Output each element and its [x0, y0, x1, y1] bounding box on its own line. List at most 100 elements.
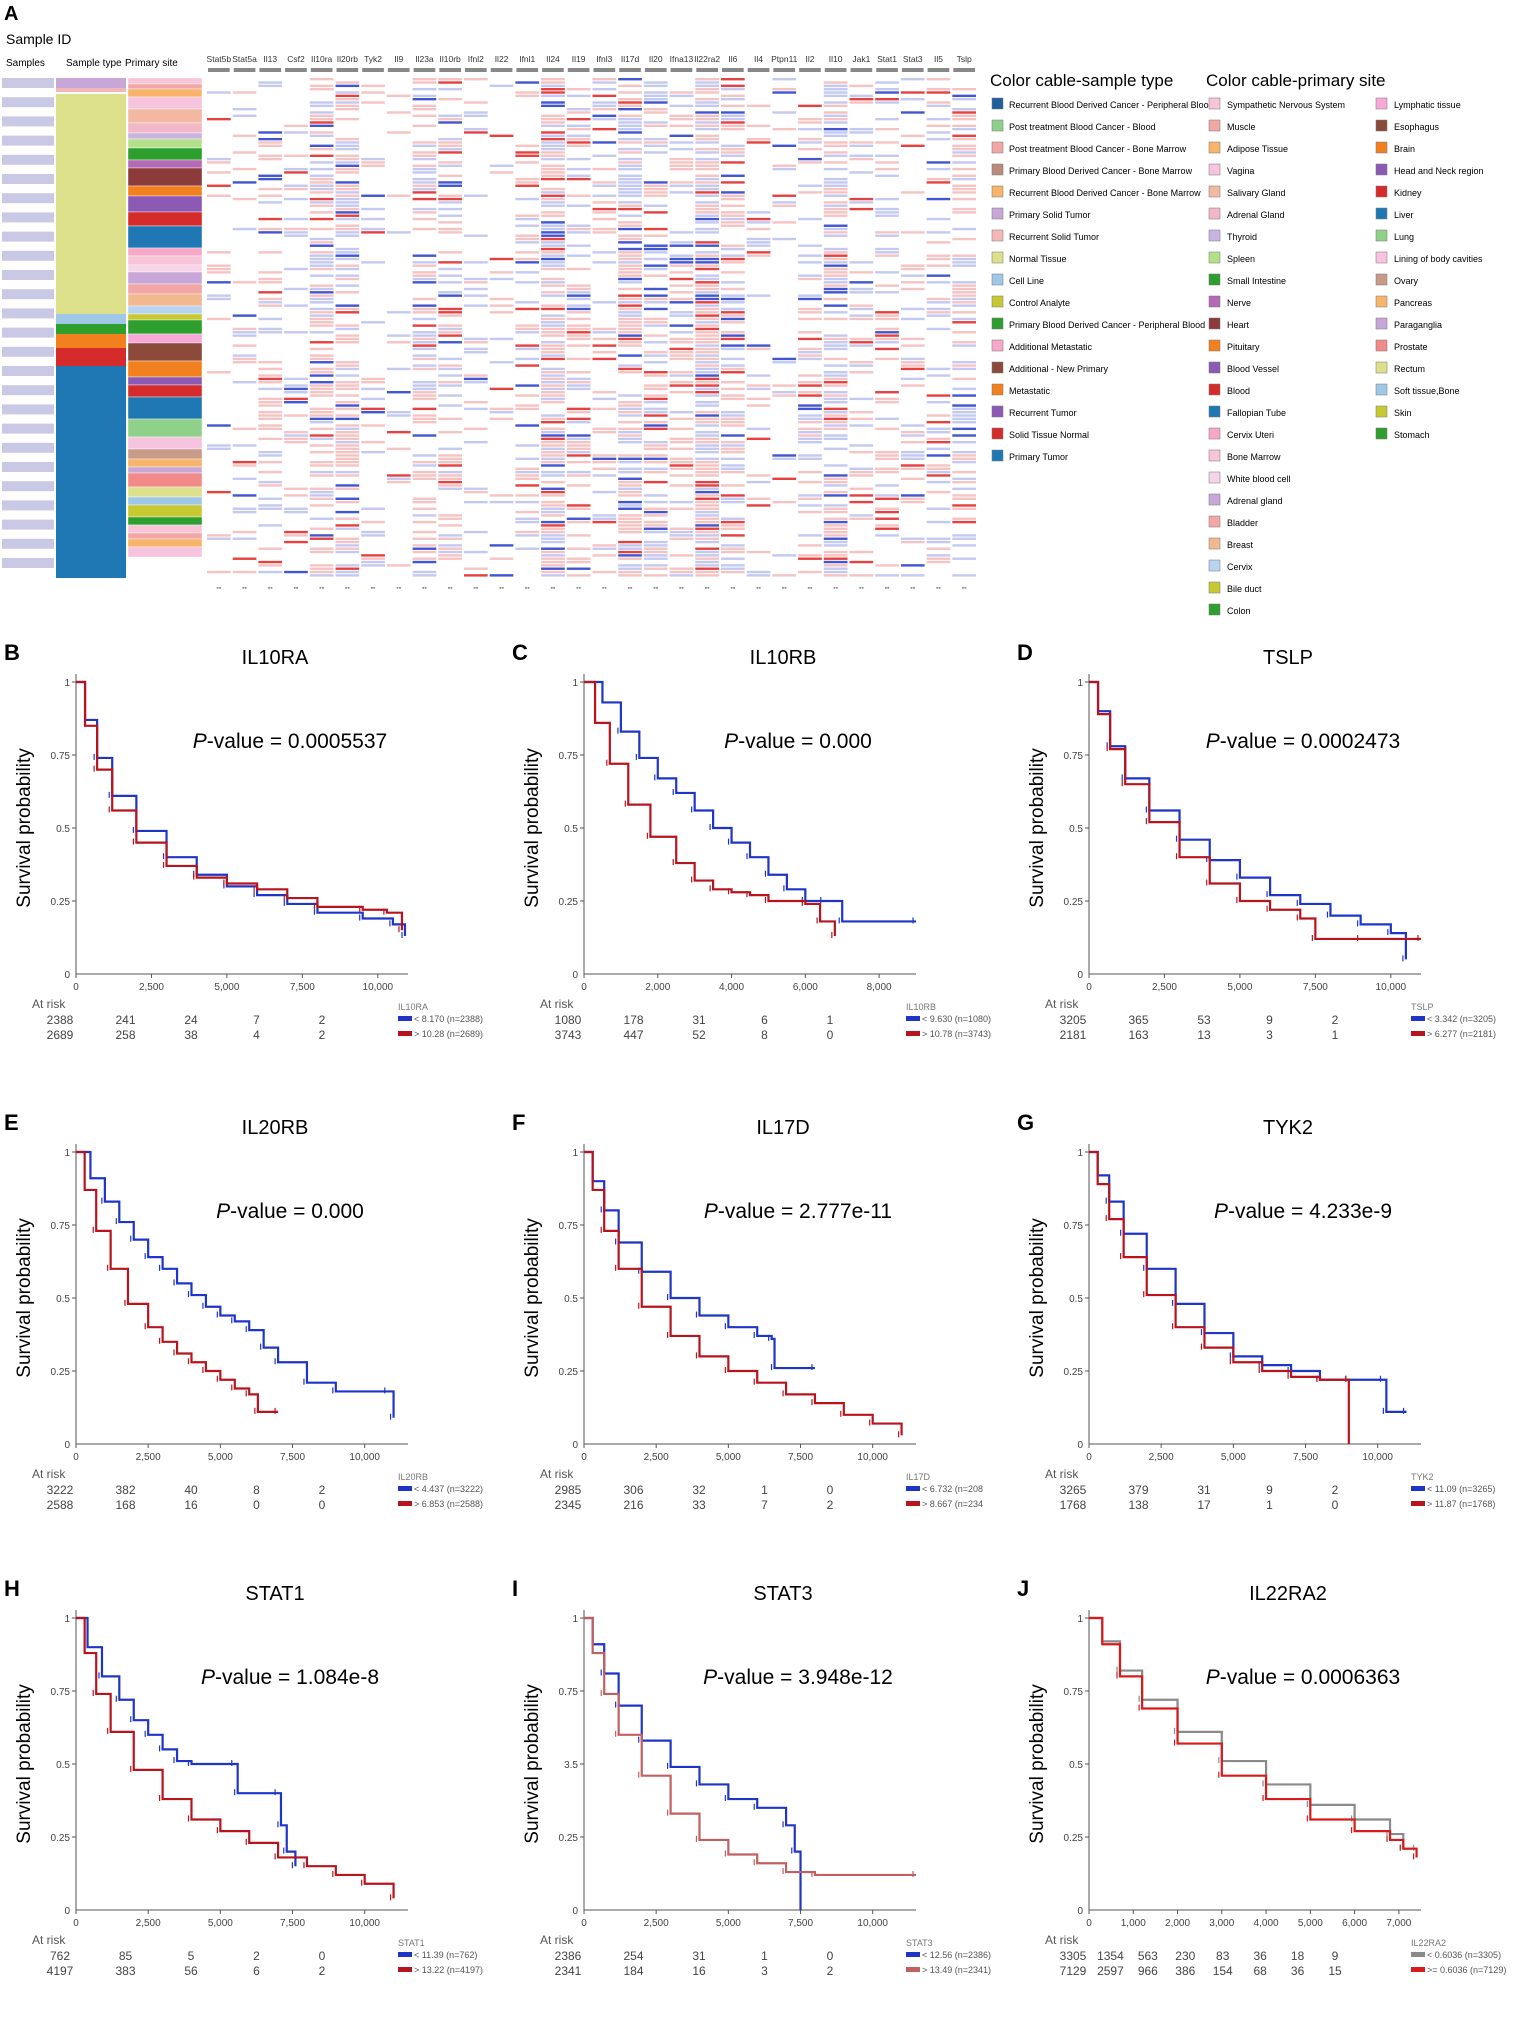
gene-scale-bar	[233, 68, 256, 72]
heatmap-cell	[721, 197, 745, 201]
heatmap-cell	[207, 117, 231, 121]
heatmap-cell	[412, 87, 437, 91]
heatmap-cell	[695, 177, 719, 181]
legend-swatch	[906, 1031, 920, 1036]
heatmap-cell	[438, 417, 462, 421]
legend-sample-type-item: Metastatic	[1009, 386, 1051, 396]
legend-primary-site-item: Esophagus	[1394, 122, 1440, 132]
heatmap-cell	[849, 201, 874, 204]
heatmap-cell	[643, 317, 668, 321]
heatmap-cell	[695, 181, 719, 184]
heatmap-cell	[849, 514, 874, 517]
heatmap-cell	[849, 94, 874, 98]
heatmap-cell	[695, 417, 719, 421]
heatmap-cell	[695, 484, 719, 487]
primary-site-block	[127, 132, 203, 140]
heatmap-cell	[618, 367, 642, 371]
heatmap-cell	[721, 121, 745, 124]
heatmap-cell	[798, 121, 822, 124]
legend-primary-site-item: Lymphatic tissue	[1394, 100, 1461, 110]
heatmap-cell	[823, 424, 848, 427]
primary-site-block	[127, 504, 203, 518]
legend-swatch	[1208, 141, 1221, 154]
heatmap-cell	[541, 550, 565, 554]
heatmap-cell	[695, 274, 719, 277]
gene-label: Stat3	[903, 54, 923, 64]
heatmap-cell	[746, 104, 771, 108]
heatmap-cell	[695, 137, 719, 141]
heatmap-cell	[541, 341, 565, 344]
heatmap-cell	[772, 477, 797, 480]
heatmap-cell	[643, 544, 668, 547]
legend-swatch	[1208, 251, 1221, 264]
heatmap-cell	[566, 224, 591, 227]
heatmap-cell	[258, 417, 283, 421]
heatmap-cell	[412, 530, 437, 534]
heatmap-cell	[798, 407, 822, 411]
heatmap-cell	[900, 464, 925, 467]
gene-scale-bar	[567, 68, 590, 72]
heatmap-cell	[592, 474, 617, 477]
heatmap-cell	[643, 470, 668, 474]
gene-label: Il10ra	[311, 54, 333, 64]
at-risk-value: 1768	[1060, 1498, 1087, 1512]
heatmap-cell	[695, 444, 719, 447]
heatmap-cell	[952, 411, 976, 414]
heatmap-cell	[309, 227, 334, 231]
heatmap-cell	[412, 417, 437, 421]
heatmap-cell	[823, 391, 848, 394]
heatmap-cell	[309, 241, 334, 244]
heatmap-cell	[643, 301, 668, 304]
heatmap-cell	[258, 361, 283, 364]
heatmap-cell	[721, 161, 745, 164]
heatmap-cell	[823, 201, 848, 204]
heatmap-cell	[849, 131, 874, 134]
survival-curve-1	[584, 1616, 802, 1910]
heatmap-cell	[335, 327, 360, 331]
heatmap-cell	[721, 84, 745, 88]
heatmap-cell	[926, 161, 951, 164]
heatmap-cell	[695, 524, 719, 527]
heatmap-cell	[592, 104, 617, 108]
heatmap-cell	[258, 277, 283, 281]
primary-site-block	[127, 247, 203, 257]
legend-swatch	[991, 207, 1004, 220]
heatmap-cell	[592, 344, 617, 347]
heatmap-cell	[746, 137, 771, 141]
heatmap-cell	[798, 544, 822, 547]
at-risk-value: 6	[761, 1013, 768, 1027]
heatmap-cell	[952, 281, 976, 284]
gene-scale-bar	[901, 68, 924, 72]
heatmap-cell	[335, 337, 360, 341]
heatmap-cell	[412, 271, 437, 274]
heatmap-cell	[412, 97, 437, 101]
gene-foot-mark: ▪▪	[679, 585, 684, 592]
heatmap-cell	[309, 347, 334, 351]
heatmap-cell	[926, 167, 951, 171]
heatmap-cell	[258, 174, 283, 177]
heatmap-cell	[926, 520, 951, 524]
legend-swatch	[1411, 1952, 1425, 1957]
heatmap-cell	[592, 430, 617, 434]
heatmap-cell	[643, 500, 668, 504]
heatmap-cell	[952, 404, 976, 407]
primary-site-block	[127, 264, 203, 273]
heatmap-cell	[823, 207, 848, 211]
heatmap-cell	[669, 411, 694, 414]
heatmap-cell	[412, 547, 437, 550]
heatmap-cell	[438, 78, 462, 81]
heatmap-cell	[695, 84, 719, 88]
heatmap-cell	[541, 237, 565, 241]
legend-primary-site-item: Stomach	[1394, 430, 1430, 440]
heatmap-cell	[875, 574, 899, 577]
heatmap-cell	[695, 411, 719, 414]
legend-primary-site-item: Heart	[1227, 320, 1250, 330]
heatmap-cell	[669, 94, 694, 98]
sample-stripe	[2, 78, 54, 88]
heatmap-cell	[875, 87, 899, 91]
heatmap-cell	[695, 337, 719, 341]
heatmap-cell	[258, 470, 283, 474]
x-tick-label: 2,500	[1149, 1452, 1174, 1463]
heatmap-cell	[746, 384, 771, 387]
heatmap-cell	[541, 191, 565, 194]
